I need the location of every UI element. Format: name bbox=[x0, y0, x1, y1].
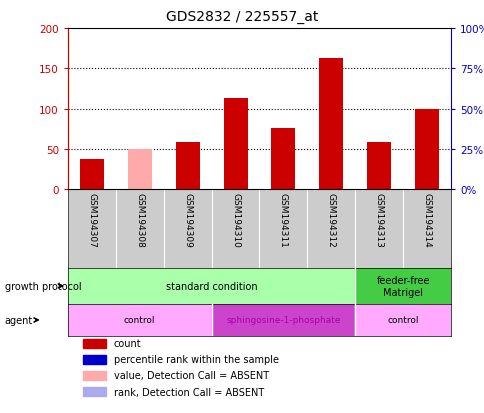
Bar bbox=[366, 143, 391, 190]
Text: sphingosine-1-phosphate: sphingosine-1-phosphate bbox=[226, 316, 340, 325]
Bar bbox=[127, 150, 151, 190]
Bar bbox=[271, 128, 295, 190]
Bar bbox=[223, 99, 247, 190]
Text: GSM194308: GSM194308 bbox=[135, 192, 144, 247]
Bar bbox=[175, 143, 199, 190]
Text: count: count bbox=[114, 338, 141, 348]
Text: GSM194313: GSM194313 bbox=[374, 192, 383, 247]
Bar bbox=[83, 371, 106, 380]
Text: rank, Detection Call = ABSENT: rank, Detection Call = ABSENT bbox=[114, 387, 264, 396]
Text: control: control bbox=[387, 316, 418, 325]
Text: GSM194314: GSM194314 bbox=[422, 192, 431, 247]
Text: GDS2832 / 225557_at: GDS2832 / 225557_at bbox=[166, 10, 318, 24]
Bar bbox=[83, 387, 106, 396]
Text: GSM194307: GSM194307 bbox=[87, 192, 96, 247]
Bar bbox=[80, 159, 104, 190]
Text: GSM194311: GSM194311 bbox=[278, 192, 287, 247]
Text: standard condition: standard condition bbox=[166, 281, 257, 291]
Bar bbox=[68, 304, 211, 336]
Text: growth protocol: growth protocol bbox=[5, 281, 81, 291]
Text: control: control bbox=[124, 316, 155, 325]
Bar bbox=[354, 268, 450, 304]
Bar bbox=[211, 304, 354, 336]
Bar bbox=[68, 268, 354, 304]
Text: GSM194312: GSM194312 bbox=[326, 192, 335, 247]
Bar bbox=[354, 304, 450, 336]
Text: agent: agent bbox=[5, 315, 33, 325]
Text: feeder-free
Matrigel: feeder-free Matrigel bbox=[376, 275, 429, 297]
Bar bbox=[318, 59, 343, 190]
Text: GSM194310: GSM194310 bbox=[230, 192, 240, 247]
Text: value, Detection Call = ABSENT: value, Detection Call = ABSENT bbox=[114, 370, 269, 380]
Bar bbox=[83, 355, 106, 364]
Text: percentile rank within the sample: percentile rank within the sample bbox=[114, 354, 278, 364]
Text: GSM194309: GSM194309 bbox=[183, 192, 192, 247]
Bar bbox=[83, 339, 106, 348]
Bar bbox=[414, 109, 438, 190]
